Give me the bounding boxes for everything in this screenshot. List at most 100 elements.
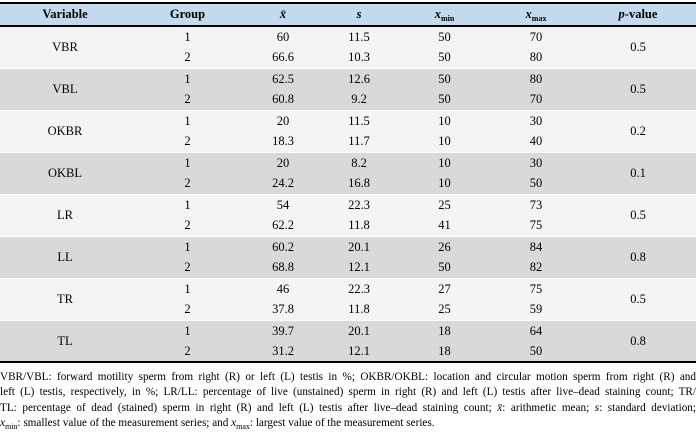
min-cell: 26 <box>438 239 451 254</box>
pvalue-cell: 0.5 <box>630 40 646 54</box>
footnote-text: : standard deviation; <box>599 401 696 414</box>
max-cell: 70 <box>529 29 543 44</box>
group-cell: 2 <box>184 176 191 190</box>
mean-cell: 37.8 <box>272 302 294 316</box>
row-group-vbl: VBL 1 62.5 12.6 50 80 0.5 2 60.8 9.2 50 … <box>0 68 696 110</box>
min-cell: 10 <box>438 155 451 170</box>
mean-cell: 60 <box>276 29 290 44</box>
mean-cell: 68.8 <box>272 260 294 274</box>
mean-cell: 20 <box>276 113 290 128</box>
mean-cell: 60.2 <box>272 239 294 254</box>
footnote-line-4: xmin: smallest value of the measurement … <box>0 416 696 431</box>
sd-cell: 11.8 <box>348 302 370 316</box>
min-cell: 27 <box>438 281 451 296</box>
group-cell: 1 <box>184 71 191 86</box>
group-cell: 1 <box>184 155 191 170</box>
col-header-pvalue: p-value <box>580 3 696 27</box>
mean-symbol: x̄ <box>497 401 503 414</box>
min-cell: 18 <box>438 343 451 358</box>
xmax-subscript: max <box>531 14 547 24</box>
min-cell: 18 <box>438 323 451 338</box>
min-cell: 10 <box>438 176 451 190</box>
mean-cell: 20 <box>276 155 290 170</box>
sd-cell: 11.8 <box>348 218 370 232</box>
sd-symbol: s <box>356 7 362 22</box>
table-row: VBR 1 60 11.5 50 70 0.5 <box>0 26 696 54</box>
max-cell: 75 <box>529 218 543 232</box>
table-row: 2 31.2 12.1 18 50 <box>0 341 696 362</box>
min-cell: 41 <box>438 218 451 232</box>
group-cell: 2 <box>184 343 191 358</box>
group-cell: 2 <box>184 260 191 274</box>
footnote-text: : largest value of the measurement serie… <box>249 416 435 429</box>
xmax-symbol: x <box>525 7 532 22</box>
max-cell: 50 <box>529 343 543 358</box>
sd-cell: 9.2 <box>351 92 367 106</box>
max-cell: 84 <box>529 239 543 254</box>
table-row: LL 1 60.2 20.1 26 84 0.8 <box>0 236 696 263</box>
variable-cell: VBR <box>52 40 78 54</box>
table-row: 2 62.2 11.8 41 75 <box>0 215 696 236</box>
min-cell: 50 <box>438 50 451 64</box>
col-header-group: Group <box>130 3 245 27</box>
footnote-line-2: left (L) testis, respectively, in %; LR/… <box>0 385 696 400</box>
table-row: 2 18.3 11.7 10 40 <box>0 131 696 152</box>
pvalue-cell: 0.5 <box>630 81 646 96</box>
xmin-subscript: min <box>4 421 18 431</box>
group-cell: 2 <box>184 92 191 106</box>
row-group-tr: TR 1 46 22.3 27 75 0.5 2 37.8 11.8 25 59 <box>0 278 696 320</box>
table-footnote: VBR/VBL: forward motility sperm from rig… <box>0 370 696 431</box>
max-cell: 70 <box>529 92 543 106</box>
paper-table-page: Variable Group x̄ s x min xmax p-value VB… <box>0 2 696 431</box>
variable-cell: TL <box>57 333 73 348</box>
max-cell: 40 <box>529 134 543 148</box>
pvalue-cell: 0.1 <box>630 165 646 180</box>
p-value-suffix: -value <box>624 7 658 22</box>
max-cell: 80 <box>529 50 543 64</box>
pvalue-cell: 0.5 <box>630 291 646 306</box>
mean-cell: 60.8 <box>272 92 294 106</box>
group-cell: 2 <box>184 302 191 316</box>
row-group-tl: TL 1 39.7 20.1 18 64 0.8 2 31.2 12.1 18 … <box>0 320 696 362</box>
group-cell: 1 <box>184 29 191 44</box>
table-row: TR 1 46 22.3 27 75 0.5 <box>0 278 696 305</box>
sd-cell: 11.5 <box>348 113 370 128</box>
row-group-okbl: OKBL 1 20 8.2 10 30 0.1 2 24.2 16.8 10 5… <box>0 152 696 194</box>
col-header-mean: x̄ <box>245 3 321 27</box>
table-row: 2 66.6 10.3 50 80 <box>0 47 696 68</box>
max-cell: 64 <box>529 323 543 338</box>
col-header-sd: s <box>321 3 397 27</box>
statistics-table: Variable Group x̄ s x min xmax p-value VB… <box>0 2 696 363</box>
footnote-text: TL: percentage of dead (stained) sperm i… <box>0 401 498 414</box>
sd-cell: 10.3 <box>348 50 370 64</box>
group-cell: 1 <box>184 281 191 296</box>
max-cell: 30 <box>529 113 543 128</box>
group-cell: 1 <box>184 197 191 212</box>
table-row: 2 24.2 16.8 10 50 <box>0 173 696 194</box>
col-header-variable: Variable <box>0 3 130 27</box>
min-cell: 25 <box>438 197 451 212</box>
sd-symbol: s <box>594 401 600 414</box>
sd-cell: 11.5 <box>348 29 370 44</box>
sd-cell: 8.2 <box>351 155 367 170</box>
footnote-text: : arithmetic mean; <box>502 401 595 414</box>
sd-cell: 12.6 <box>348 71 370 86</box>
variable-cell: TR <box>57 291 73 306</box>
pvalue-cell: 0.2 <box>630 123 646 138</box>
max-cell: 73 <box>529 197 543 212</box>
min-cell: 10 <box>438 113 451 128</box>
table-row: TL 1 39.7 20.1 18 64 0.8 <box>0 320 696 347</box>
sd-cell: 12.1 <box>348 260 370 274</box>
sd-cell: 16.8 <box>348 176 370 190</box>
mean-cell: 66.6 <box>272 50 294 64</box>
min-cell: 50 <box>438 260 451 274</box>
col-header-xmax: xmax <box>492 3 580 27</box>
group-cell: 1 <box>184 113 191 128</box>
mean-cell: 54 <box>276 197 290 212</box>
table-row: 2 37.8 11.8 25 59 <box>0 299 696 320</box>
row-group-okbr: OKBR 1 20 11.5 10 30 0.2 2 18.3 11.7 10 … <box>0 110 696 152</box>
group-cell: 1 <box>184 239 191 254</box>
row-group-ll: LL 1 60.2 20.1 26 84 0.8 2 68.8 12.1 50 … <box>0 236 696 278</box>
xmin-subscript: min <box>440 14 455 24</box>
max-cell: 50 <box>529 176 543 190</box>
